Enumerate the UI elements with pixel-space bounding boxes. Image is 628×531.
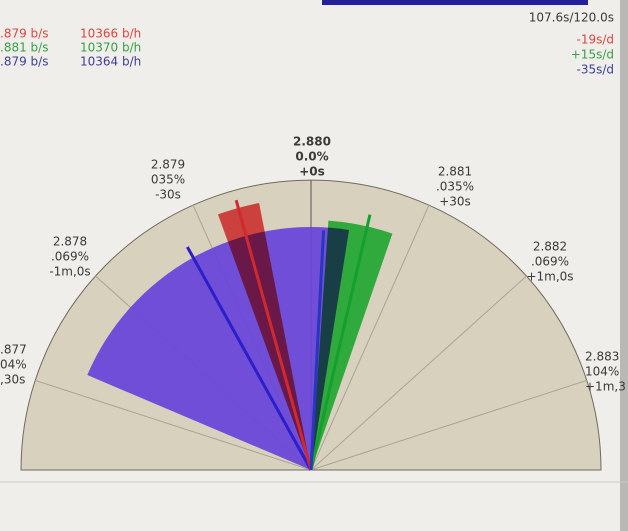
dial-label: 04% [0, 358, 27, 372]
dial-label: 2.881 [438, 165, 472, 179]
dial-label: +1m,0s [526, 270, 573, 284]
dial-label: 035% [151, 173, 185, 187]
dial-label: 2.880 [293, 135, 331, 149]
dial-label: .069% [531, 255, 569, 269]
wedge [87, 226, 350, 470]
rate: -35s/d [576, 63, 614, 77]
wedge [217, 202, 311, 470]
beats-per-second: .879 b/s [0, 27, 48, 41]
needle [234, 199, 313, 471]
dial-label: +0s [299, 165, 325, 179]
timing: 107.6s/120.0s [529, 11, 614, 25]
dial-label: -30s [155, 188, 181, 202]
dial-label: 2.878 [53, 235, 87, 249]
beats-per-hour: 10366 b/h [80, 27, 141, 41]
rate: +15s/d [571, 48, 614, 62]
dial-label: .069% [51, 250, 89, 264]
needle [186, 246, 313, 471]
dial-label: 2.882 [533, 240, 567, 254]
beats-per-hour: 10364 b/h [80, 55, 141, 69]
dial [20, 179, 602, 471]
beats-per-second: .879 b/s [0, 55, 48, 69]
dial-label: 2.879 [151, 158, 185, 172]
wedge [311, 220, 393, 470]
needle [309, 214, 372, 471]
dial-label: 0.0% [295, 150, 328, 164]
dial-label: .877 [0, 343, 27, 357]
dial-label: -1m,0s [49, 265, 90, 279]
dial-label: 2.883 [585, 350, 619, 364]
dial-label: ,30s [0, 373, 25, 387]
needle [309, 230, 326, 471]
screen-edge [620, 0, 628, 531]
beats-per-hour: 10370 b/h [80, 41, 141, 55]
progress-bar [322, 0, 588, 5]
dial-spoke [310, 379, 587, 471]
dial-label: +30s [439, 195, 471, 209]
beats-per-second: .881 b/s [0, 41, 48, 55]
dial-label: .035% [436, 180, 474, 194]
dial-label: +1m,3 [585, 380, 626, 394]
dial-spoke [35, 379, 312, 471]
dial-spoke [310, 204, 430, 471]
dial-label: 104% [585, 365, 619, 379]
rate: -19s/d [576, 33, 614, 47]
dial-spoke [310, 275, 527, 471]
